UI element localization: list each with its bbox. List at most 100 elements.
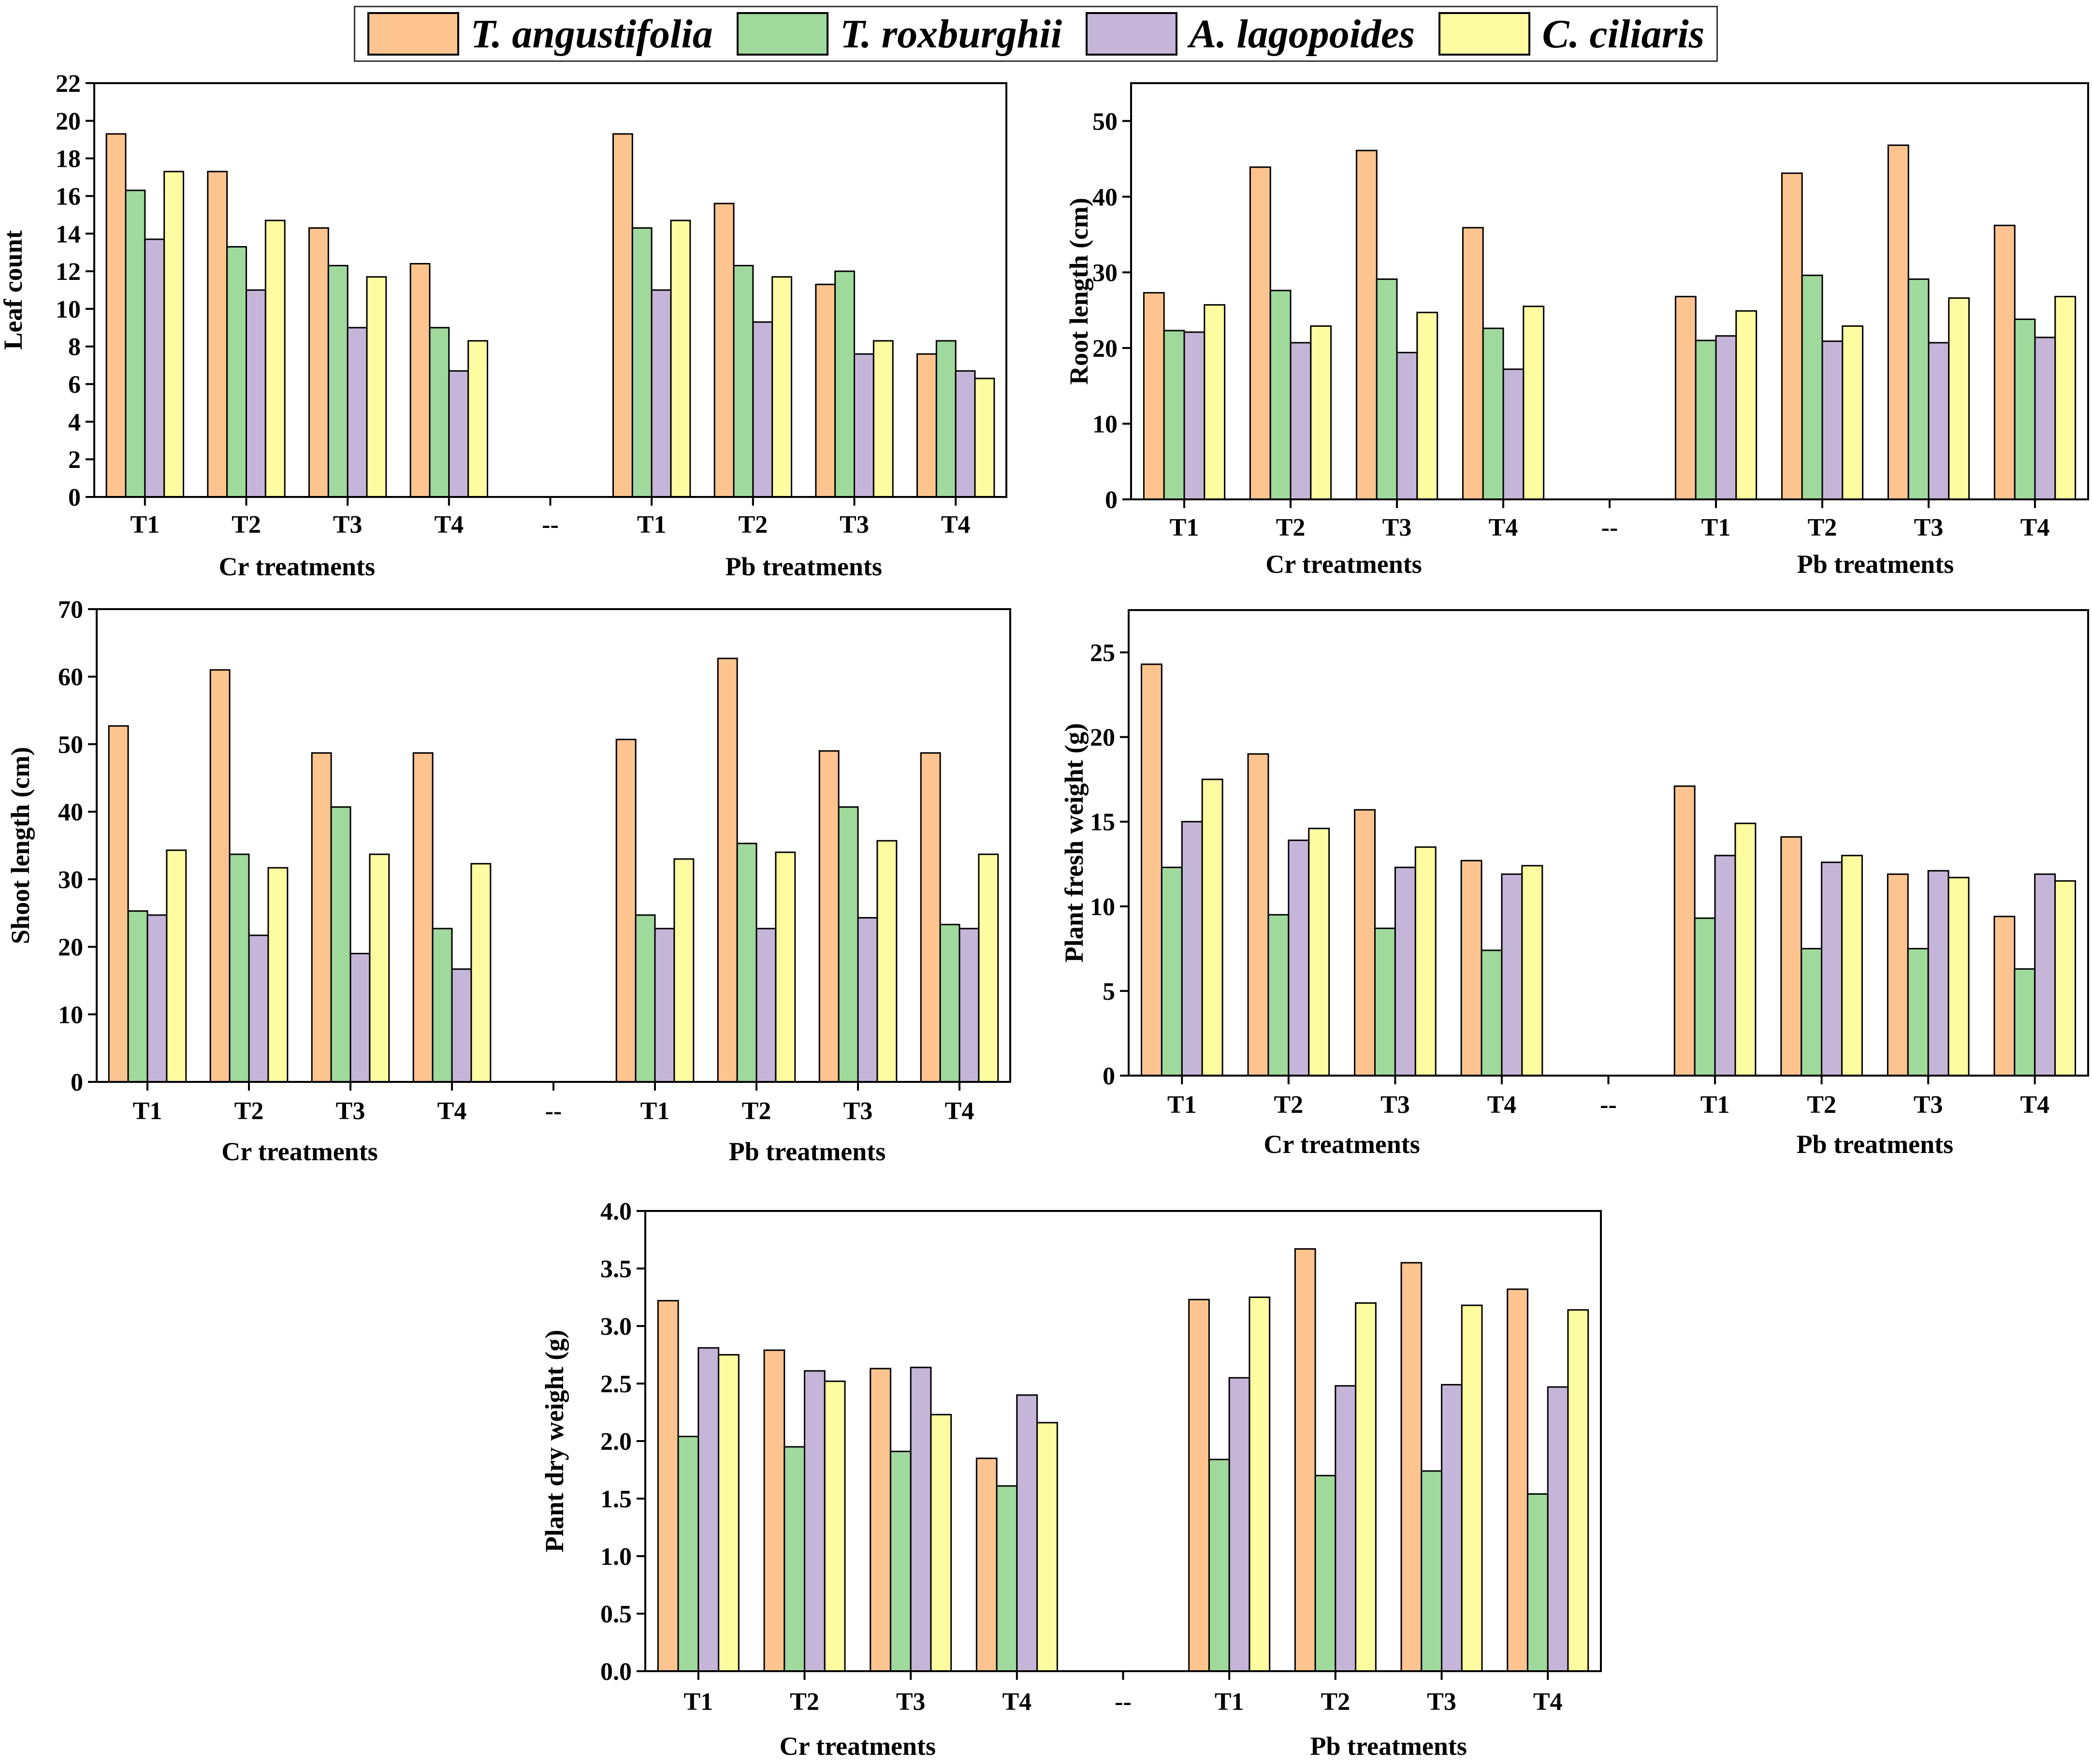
- bar-t-roxburghii-2: [1376, 278, 1398, 500]
- bar-t-angustifolia-5: [612, 133, 633, 498]
- x-tick-label: T1: [1170, 514, 1199, 541]
- bar-t-angustifolia-1: [207, 171, 228, 498]
- bar-a-lagopoides-7: [1927, 870, 1949, 1077]
- x-tick-label: T3: [1427, 1688, 1456, 1716]
- bar-t-roxburghii-8: [1526, 1493, 1549, 1672]
- bar-t-angustifolia-0: [1143, 292, 1165, 500]
- bar-t-angustifolia-2: [1355, 149, 1378, 500]
- bar-c-ciliaris-1: [1308, 828, 1330, 1077]
- bar-t-angustifolia-5: [615, 739, 637, 1083]
- y-tick-label: 20: [1090, 724, 1115, 752]
- x-tick-label: --: [1600, 1091, 1617, 1119]
- y-tick-label: 15: [1090, 809, 1115, 836]
- bar-t-roxburghii-1: [1267, 914, 1290, 1077]
- bar-t-angustifolia-6: [1780, 836, 1802, 1077]
- y-tick-label: 2.0: [600, 1428, 632, 1456]
- bar-a-lagopoides-8: [955, 370, 976, 498]
- bar-c-ciliaris-6: [1842, 325, 1864, 500]
- group-title-cr: Cr treatments: [1264, 1130, 1420, 1159]
- bar-t-roxburghii-7: [1907, 948, 1929, 1077]
- y-tick-label: 3.5: [600, 1255, 632, 1283]
- bar-t-angustifolia-6: [717, 657, 738, 1083]
- y-tick-label: 6: [68, 371, 81, 399]
- legend-swatch-t-angustifolia: [367, 12, 459, 56]
- bar-a-lagopoides-7: [854, 353, 874, 498]
- legend-swatch-t-roxburghii: [736, 12, 828, 56]
- bar-t-roxburghii-7: [1907, 278, 1930, 500]
- bar-t-angustifolia-6: [1781, 172, 1803, 500]
- bar-c-ciliaris-6: [775, 851, 796, 1083]
- bar-a-lagopoides-7: [857, 917, 878, 1083]
- bar-t-roxburghii-6: [1801, 275, 1823, 500]
- x-tick-label: T3: [1382, 514, 1412, 541]
- bar-a-lagopoides-8: [1547, 1386, 1569, 1672]
- bar-a-lagopoides-1: [246, 289, 266, 498]
- bar-t-angustifolia-1: [763, 1349, 785, 1672]
- x-tick-label: T1: [1701, 514, 1731, 541]
- y-tick-label: 2: [68, 446, 81, 474]
- bar-t-roxburghii-8: [939, 923, 960, 1083]
- x-tick-label: T2: [1321, 1688, 1350, 1716]
- bar-c-ciliaris-0: [1204, 304, 1226, 500]
- bar-a-lagopoides-6: [752, 321, 773, 498]
- bar-t-roxburghii-8: [2014, 318, 2036, 500]
- bar-c-ciliaris-8: [978, 853, 999, 1083]
- bar-t-roxburghii-6: [1801, 948, 1823, 1077]
- bar-t-roxburghii-3: [429, 327, 450, 498]
- bar-t-roxburghii-0: [1163, 330, 1185, 500]
- bar-t-roxburghii-3: [1482, 327, 1504, 500]
- bar-t-roxburghii-5: [1208, 1458, 1230, 1672]
- bar-a-lagopoides-5: [654, 928, 675, 1083]
- legend-label: T. angustifolia: [470, 11, 713, 57]
- x-tick-label: T4: [1002, 1688, 1031, 1716]
- bar-c-ciliaris-8: [974, 378, 995, 498]
- bar-a-lagopoides-0: [1183, 331, 1206, 500]
- x-tick-label: T3: [1380, 1091, 1410, 1119]
- bar-t-roxburghii-7: [838, 806, 859, 1083]
- group-title-cr: Cr treatments: [221, 1137, 378, 1166]
- group-title-cr: Cr treatments: [219, 552, 375, 581]
- bar-c-ciliaris-3: [1036, 1422, 1058, 1672]
- bar-a-lagopoides-8: [2034, 873, 2056, 1077]
- y-tick-label: 0: [1103, 1063, 1115, 1090]
- legend-item-t-angustifolia: T. angustifolia: [367, 11, 713, 58]
- bar-a-lagopoides-0: [1181, 821, 1203, 1077]
- x-tick-label: --: [545, 1097, 562, 1125]
- x-tick-label: --: [1601, 514, 1618, 541]
- group-title-pb: Pb treatments: [1797, 550, 1954, 579]
- x-tick-label: --: [1115, 1688, 1132, 1716]
- bar-c-ciliaris-3: [1521, 865, 1543, 1077]
- y-tick-label: 1.0: [600, 1543, 632, 1571]
- chart-2: 0 10 20 30 40 50 60 70 T1 T2 T3 T4 -- T1 T2 T3 T4 Cr trea…: [6, 596, 1011, 1166]
- bar-t-roxburghii-8: [2014, 968, 2036, 1077]
- bar-a-lagopoides-1: [1288, 839, 1310, 1077]
- y-tick-label: 22: [56, 70, 81, 98]
- bar-c-ciliaris-7: [876, 840, 898, 1083]
- x-tick-label: T3: [843, 1097, 873, 1125]
- bar-c-ciliaris-1: [1310, 325, 1332, 500]
- bar-c-ciliaris-1: [824, 1380, 846, 1672]
- chart-0: 0 2 4 6 8 10 12 14 16 18 20 22 T1 T2 T3 T4 -- T1 T2 T3 T4 Cr …: [0, 70, 1007, 581]
- bar-t-angustifolia-5: [1674, 295, 1697, 500]
- y-tick-label: 50: [1092, 108, 1118, 135]
- bar-t-roxburghii-8: [935, 340, 957, 498]
- bar-a-lagopoides-3: [451, 968, 472, 1083]
- x-tick-label: T1: [130, 511, 160, 539]
- y-tick-label: 16: [56, 183, 81, 210]
- bar-t-angustifolia-1: [209, 669, 231, 1083]
- bar-t-roxburghii-5: [635, 914, 656, 1083]
- bar-t-roxburghii-3: [432, 928, 453, 1083]
- bar-c-ciliaris-0: [718, 1354, 740, 1672]
- bar-a-lagopoides-6: [1821, 861, 1843, 1077]
- bar-a-lagopoides-6: [1821, 340, 1844, 500]
- bar-c-ciliaris-5: [1249, 1297, 1271, 1672]
- group-title-pb: Pb treatments: [1310, 1732, 1467, 1761]
- x-tick-label: T4: [434, 511, 464, 539]
- bar-a-lagopoides-8: [959, 928, 980, 1083]
- legend-swatch-a-lagopoides: [1086, 12, 1178, 56]
- y-tick-label: 20: [58, 934, 83, 962]
- legend-label: C. ciliaris: [1542, 11, 1705, 57]
- y-tick-label: 18: [56, 146, 81, 173]
- legend-item-c-ciliaris: C. ciliaris: [1438, 11, 1704, 58]
- x-tick-label: T2: [738, 511, 768, 539]
